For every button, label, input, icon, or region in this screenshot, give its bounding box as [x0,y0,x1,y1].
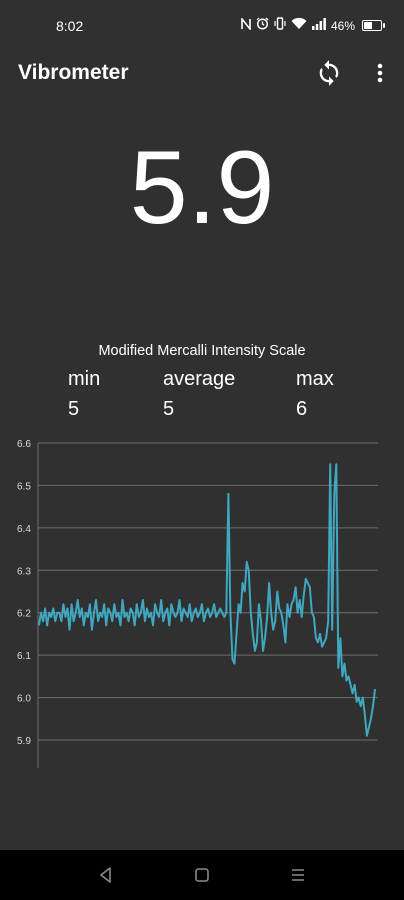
app-bar: Vibrometer [0,52,404,96]
chart-y-tick-label: 5.9 [17,736,31,747]
chart-y-tick-label: 6.6 [17,439,31,450]
more-vert-icon [377,63,383,83]
chart-grid [37,442,378,768]
average-value: 5 [163,398,175,420]
navigation-bar [0,850,404,900]
min-label: min [68,368,101,390]
back-button[interactable] [94,863,118,887]
chart-y-tick-label: 6.3 [17,566,31,577]
vibration-series-line [38,463,376,737]
average-label: average [163,368,236,390]
battery-percent: 46% [330,18,355,33]
vibration-chart: 6.6 6.5 6.4 6.3 6.2 6.1 6.0 5.9 [17,439,378,768]
intensity-reading: 5.9 [129,130,275,246]
wifi-icon [291,17,307,34]
menu-icon [292,869,304,881]
max-label: max [296,368,334,390]
chart-series [38,463,376,737]
home-button[interactable] [190,863,214,887]
more-options-button[interactable] [368,57,392,89]
chart-y-tick-label: 6.4 [17,524,31,535]
status-bar: 8:02 46% [0,0,404,52]
home-icon [195,868,209,882]
app-title: Vibrometer [18,61,129,84]
chart-y-tick-label: 6.5 [17,481,31,492]
refresh-button[interactable] [313,57,345,89]
chart-y-tick-label: 6.0 [17,694,31,705]
nfc-icon [241,16,251,34]
status-icons: 46% [241,16,385,34]
chart-y-ticks: 6.6 6.5 6.4 6.3 6.2 6.1 6.0 5.9 [17,439,31,747]
chart-y-tick-label: 6.2 [17,609,31,620]
chart-y-tick-label: 6.1 [17,651,31,662]
refresh-icon [319,60,339,86]
scale-title: Modified Mercalli Intensity Scale [98,343,306,359]
battery-icon [362,20,385,31]
signal-icon [311,17,326,34]
max-value: 6 [296,398,308,420]
status-time: 8:02 [56,18,84,34]
min-value: 5 [68,398,80,420]
recents-button[interactable] [286,863,310,887]
vibrate-icon [274,17,286,34]
back-icon [100,867,111,883]
alarm-icon [256,17,269,34]
